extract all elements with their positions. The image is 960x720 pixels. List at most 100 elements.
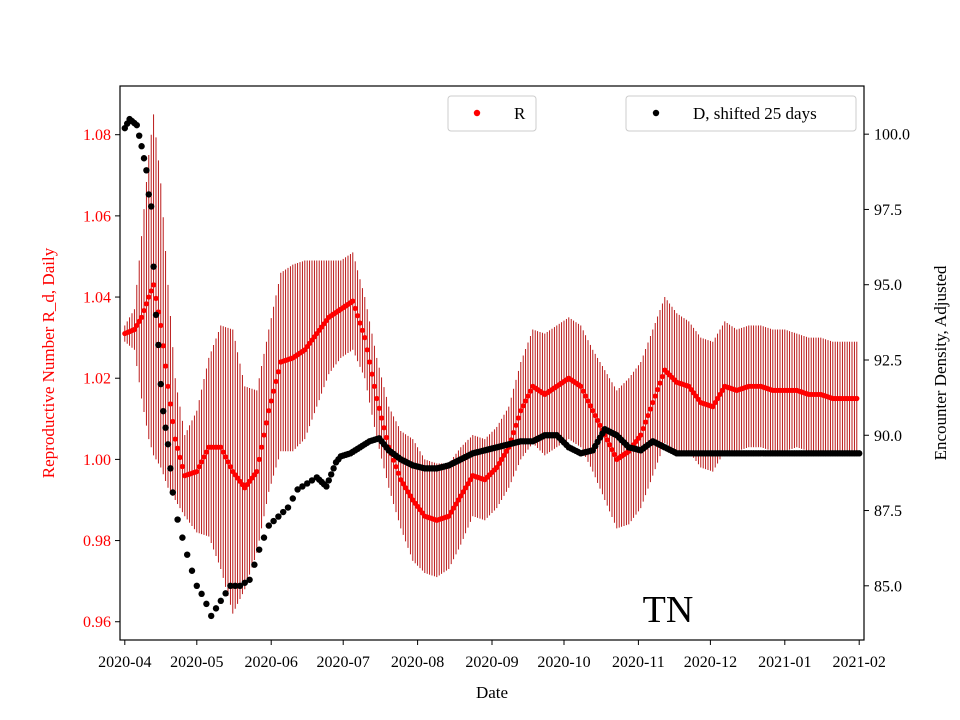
x-tick-label: 2021-01 (758, 654, 811, 671)
y-left-tick-label: 1.02 (83, 371, 111, 388)
r-point (263, 420, 269, 426)
r-point (172, 436, 178, 442)
r-point (659, 373, 666, 380)
d-point (275, 513, 282, 520)
r-point (510, 430, 517, 436)
d-point (256, 546, 263, 553)
r-point (455, 497, 461, 503)
r-point (393, 464, 399, 470)
r-point (218, 444, 224, 450)
x-axis-ticks: 2020-04 2020-05 2020-06 2020-07 2020-08 2020-… (98, 640, 886, 671)
r-point (158, 322, 164, 329)
r-point (463, 485, 469, 491)
r-point (381, 425, 387, 431)
d-point (260, 534, 268, 541)
r-point (513, 422, 519, 428)
d-point (323, 483, 330, 490)
r-point (148, 288, 154, 294)
d-point (148, 203, 155, 210)
r-point (712, 399, 718, 406)
r-point (525, 393, 531, 399)
d-point (152, 311, 160, 319)
r-point (645, 412, 651, 419)
y-axis-right-ticks: 85.0 87.5 90.0 92.5 95.0 97.5 100.0 (864, 127, 910, 595)
r-point (496, 460, 502, 467)
d-point (188, 567, 196, 574)
r-point (465, 481, 471, 487)
r-point (220, 449, 226, 455)
r-point (139, 314, 145, 320)
r-point (355, 313, 361, 319)
r-point (146, 294, 152, 300)
legend-r-label: R (514, 104, 526, 123)
r-point (717, 391, 723, 398)
r-point (446, 513, 452, 519)
d-point (236, 582, 244, 590)
y-right-tick-label: 85.0 (874, 578, 902, 595)
r-point (374, 395, 380, 402)
r-point (604, 437, 610, 443)
y-right-tick-label: 100.0 (874, 127, 910, 144)
r-point (167, 401, 173, 407)
r-point (163, 363, 169, 369)
r-point (151, 282, 157, 288)
r-point (518, 408, 524, 414)
r-point (175, 445, 181, 451)
d-point (856, 450, 863, 457)
r-point (580, 388, 586, 394)
d-point (164, 441, 172, 448)
r-point (515, 415, 522, 421)
r-point (352, 305, 358, 312)
y-left-tick-label: 0.96 (83, 614, 111, 631)
d-point (193, 582, 200, 590)
r-point (179, 463, 185, 470)
r-point (357, 320, 363, 326)
r-point (451, 505, 457, 511)
d-point (265, 522, 272, 529)
x-tick-label: 2020-07 (317, 654, 370, 671)
r-point (143, 301, 149, 307)
d-point (167, 465, 174, 472)
d-point (294, 486, 301, 493)
plot-frame (119, 85, 865, 641)
r-point (364, 347, 370, 353)
r-point (362, 335, 368, 341)
r-point (595, 417, 601, 424)
r-point (383, 434, 389, 441)
d-point (143, 167, 150, 174)
r-point (275, 369, 281, 375)
r-point (585, 398, 591, 404)
r-point (715, 395, 721, 402)
r-point (266, 408, 272, 414)
d-point (133, 121, 140, 129)
x-tick-label: 2020-05 (170, 654, 223, 671)
y-right-tick-label: 90.0 (874, 428, 902, 445)
d-point (169, 489, 176, 496)
d-point (179, 534, 186, 541)
r-point (131, 326, 137, 333)
r-point (592, 412, 598, 419)
d-point (162, 424, 169, 431)
r-point (395, 470, 401, 476)
y-right-tick-label: 87.5 (874, 503, 902, 520)
x-tick-label: 2020-04 (98, 654, 151, 671)
y-left-tick-label: 0.98 (83, 533, 111, 550)
r-point (256, 456, 262, 462)
d-point (328, 471, 335, 478)
r-point (223, 454, 229, 460)
d-point (251, 561, 258, 568)
d-point (150, 263, 157, 270)
state-annotation: TN (643, 589, 694, 631)
x-tick-label: 2020-08 (391, 654, 444, 671)
r-point (652, 393, 658, 399)
r-point (643, 419, 649, 425)
r-point (261, 432, 267, 438)
r-point (379, 415, 385, 421)
r-point (227, 464, 233, 470)
d-point (270, 517, 277, 525)
d-point (308, 477, 316, 484)
x-tick-label: 2020-11 (612, 654, 665, 671)
r-point (578, 383, 584, 389)
d-point (241, 579, 248, 586)
r-point (268, 398, 274, 404)
